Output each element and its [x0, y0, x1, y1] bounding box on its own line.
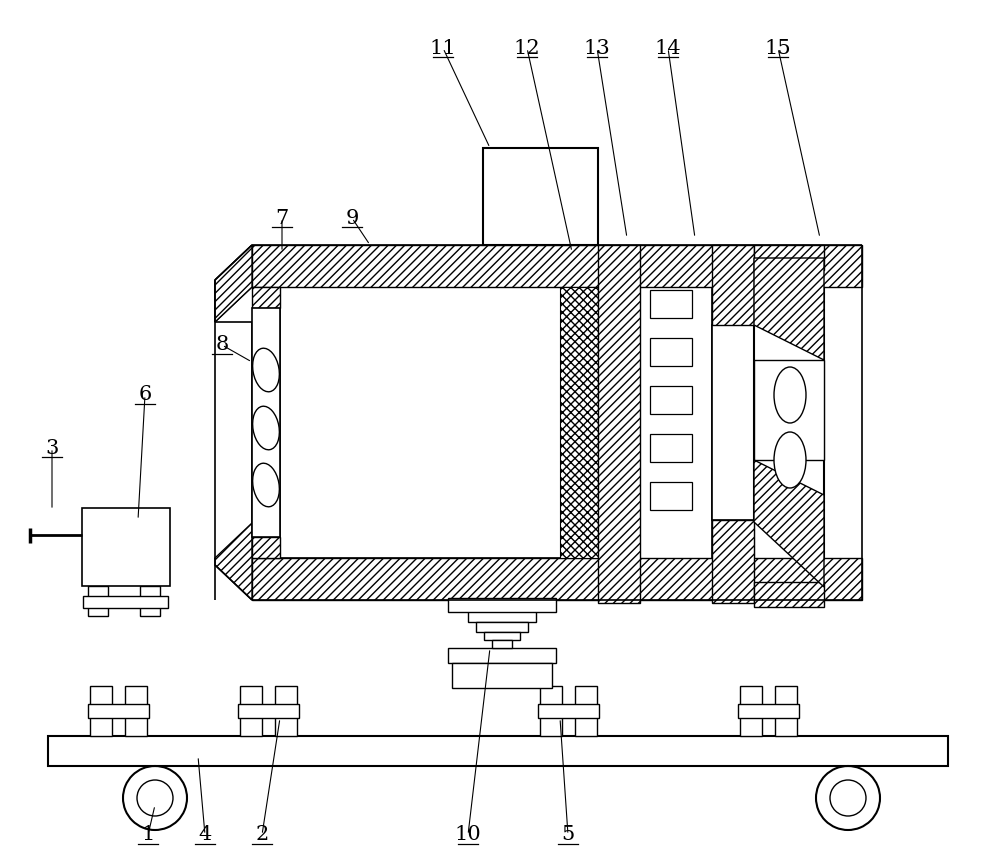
Ellipse shape [774, 367, 806, 423]
Bar [448, 648, 556, 663]
Polygon shape [754, 460, 824, 587]
Ellipse shape [253, 406, 279, 449]
Bar [88, 704, 149, 718]
Bar [48, 736, 948, 766]
Bar [754, 245, 824, 270]
Polygon shape [215, 245, 252, 322]
Bar [650, 338, 692, 366]
Bar [252, 245, 862, 287]
Bar [712, 520, 754, 603]
Text: 3: 3 [45, 438, 59, 457]
Bar [468, 610, 536, 622]
Bar [252, 287, 280, 308]
Bar [775, 686, 797, 736]
Bar [598, 245, 640, 603]
Bar [238, 704, 299, 718]
Text: 15: 15 [765, 39, 791, 58]
Polygon shape [754, 258, 824, 360]
Bar [483, 148, 598, 245]
Bar [650, 434, 692, 462]
Bar [492, 640, 512, 648]
Bar [215, 322, 252, 558]
Ellipse shape [253, 463, 279, 507]
Text: 12: 12 [514, 39, 540, 58]
Bar [740, 686, 762, 736]
Bar [575, 686, 597, 736]
Bar [140, 586, 160, 616]
Text: 11: 11 [430, 39, 456, 58]
Text: 14: 14 [655, 39, 681, 58]
Bar [452, 663, 552, 688]
Bar [476, 622, 528, 632]
Ellipse shape [774, 432, 806, 488]
Text: 10: 10 [455, 826, 481, 845]
Bar [82, 508, 170, 586]
Bar [650, 386, 692, 414]
Bar [640, 258, 712, 587]
Ellipse shape [253, 348, 279, 392]
Bar [252, 308, 280, 537]
Bar [754, 360, 824, 460]
Bar [712, 245, 754, 325]
Bar [83, 596, 168, 608]
Bar [125, 686, 147, 736]
Text: 13: 13 [584, 39, 610, 58]
Bar [712, 325, 754, 520]
Bar [650, 290, 692, 318]
Text: 5: 5 [561, 826, 575, 845]
Bar [754, 258, 824, 587]
Bar [280, 287, 580, 558]
Text: 4: 4 [198, 826, 212, 845]
Bar [448, 598, 556, 612]
Polygon shape [215, 245, 252, 322]
Bar [252, 537, 280, 558]
Bar [90, 686, 112, 736]
Text: 2: 2 [255, 826, 269, 845]
Bar [252, 558, 862, 600]
Bar [484, 632, 520, 640]
Polygon shape [215, 523, 252, 600]
Text: 1: 1 [141, 826, 155, 845]
Bar [650, 482, 692, 510]
Bar [240, 686, 262, 736]
Bar [540, 686, 562, 736]
Text: 7: 7 [275, 208, 289, 227]
Bar [738, 704, 799, 718]
Bar [275, 686, 297, 736]
Text: 9: 9 [345, 208, 359, 227]
Bar [88, 586, 108, 616]
Text: 8: 8 [215, 336, 229, 355]
Text: 6: 6 [138, 386, 152, 405]
Bar [538, 704, 599, 718]
Bar [560, 287, 598, 558]
Bar [754, 582, 824, 607]
